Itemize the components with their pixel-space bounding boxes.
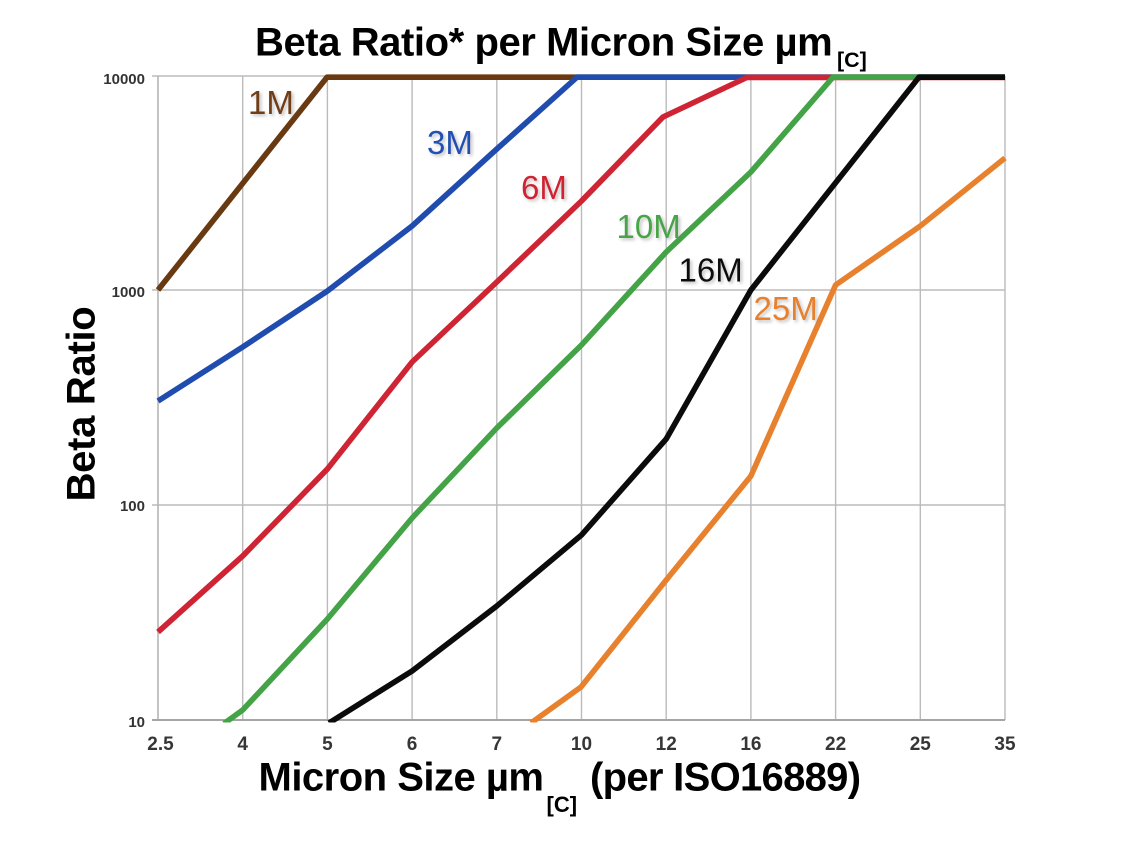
svg-text:16M: 16M — [679, 252, 743, 289]
svg-text:Micron Size µm: Micron Size µm — [259, 756, 544, 800]
svg-text:1M: 1M — [248, 84, 294, 121]
svg-text:(per ISO16889): (per ISO16889) — [590, 756, 860, 800]
svg-text:6M: 6M — [521, 169, 567, 206]
svg-text:7: 7 — [492, 734, 503, 755]
svg-text:25: 25 — [910, 734, 932, 755]
svg-text:1000: 1000 — [112, 284, 145, 301]
svg-text:22: 22 — [825, 734, 846, 755]
svg-text:6: 6 — [407, 734, 418, 755]
svg-text:3M: 3M — [427, 124, 473, 161]
svg-text:2.5: 2.5 — [147, 734, 174, 755]
svg-text:10: 10 — [128, 714, 145, 731]
svg-text:[C]: [C] — [837, 48, 867, 72]
svg-text:Beta Ratio: Beta Ratio — [60, 307, 104, 502]
svg-text:4: 4 — [237, 734, 248, 755]
svg-text:10: 10 — [571, 734, 592, 755]
svg-text:100: 100 — [120, 498, 145, 515]
svg-text:[C]: [C] — [547, 792, 578, 817]
svg-text:10M: 10M — [617, 208, 681, 245]
svg-text:35: 35 — [994, 734, 1016, 755]
svg-text:25M: 25M — [754, 290, 818, 327]
svg-text:10000: 10000 — [103, 71, 145, 88]
svg-text:Beta Ratio* per Micron Size µm: Beta Ratio* per Micron Size µm — [255, 21, 832, 65]
svg-text:5: 5 — [322, 734, 333, 755]
svg-text:12: 12 — [656, 734, 677, 755]
svg-text:16: 16 — [740, 734, 761, 755]
